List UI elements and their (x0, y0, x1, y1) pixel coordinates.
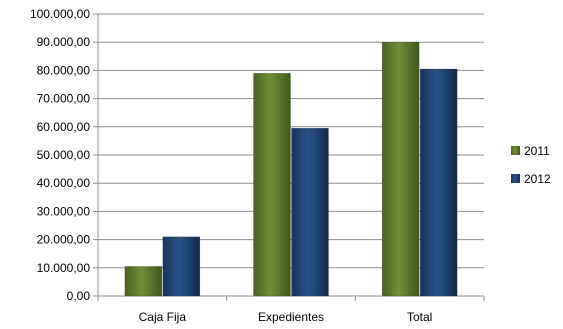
y-tick-label: 90.000,00 (37, 35, 91, 49)
axes (93, 13, 485, 301)
bar-2011-0 (124, 266, 163, 297)
legend: 2011 2012 (511, 144, 551, 186)
axis-labels: 0,00 10.000,00 20.000,00 30.000,00 40.000,00… (30, 7, 432, 324)
y-tick-label: 60.000,00 (37, 120, 91, 134)
y-tick-label: 0,00 (67, 289, 91, 303)
x-category-label: Expedientes (258, 310, 324, 324)
bar-2012-1 (291, 127, 329, 297)
legend-label: 2012 (524, 172, 551, 186)
y-tick-label: 20.000,00 (37, 233, 91, 247)
bars (124, 41, 458, 297)
legend-label: 2011 (524, 144, 550, 158)
legend-swatch (511, 146, 520, 155)
gridlines (98, 13, 484, 269)
bar-2012-0 (162, 236, 201, 297)
y-tick-label: 50.000,00 (37, 148, 91, 162)
x-category-label: Caja Fija (139, 310, 187, 324)
y-tick-label: 80.000,00 (37, 63, 91, 77)
bar-2012-2 (419, 68, 458, 297)
legend-swatch (511, 174, 520, 183)
bar-2011-1 (253, 72, 291, 297)
y-tick-label: 30.000,00 (37, 204, 91, 218)
y-tick-label: 10.000,00 (37, 261, 91, 275)
x-category-label: Total (407, 310, 432, 324)
y-tick-label: 40.000,00 (37, 176, 91, 190)
bar-2011-2 (381, 41, 420, 297)
y-tick-label: 100.000,00 (30, 7, 90, 21)
y-tick-label: 70.000,00 (37, 92, 91, 106)
